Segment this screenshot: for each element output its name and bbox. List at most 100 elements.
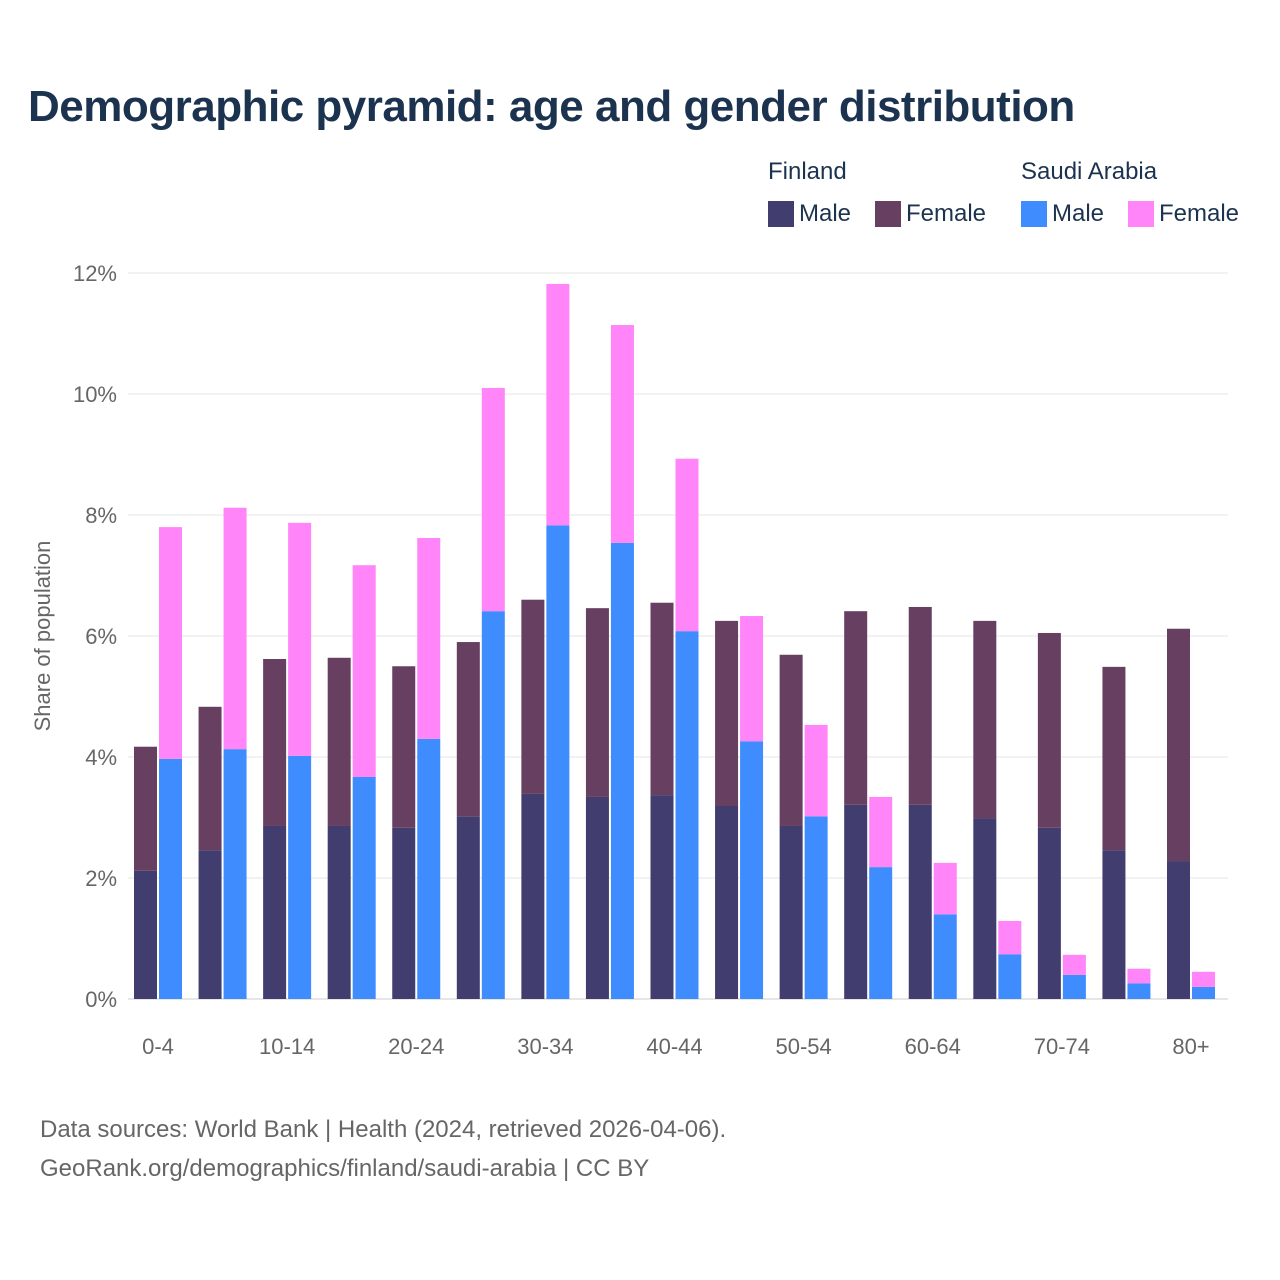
legend-label: Male	[1052, 200, 1105, 227]
bar-saudi-arabia-male	[610, 542, 634, 999]
bar-finland-female	[1102, 666, 1126, 851]
bar-finland-female	[973, 620, 997, 819]
bar-saudi-arabia-male	[869, 867, 893, 999]
x-tick-label: 0-4	[142, 1034, 174, 1059]
bar-saudi-arabia-female	[610, 325, 634, 543]
bar-saudi-arabia-female	[804, 724, 828, 817]
bar-finland-male	[198, 850, 222, 999]
bar-finland-female	[650, 602, 674, 796]
bar-finland-male	[715, 806, 739, 999]
x-tick-label: 10-14	[259, 1034, 315, 1059]
bar-finland-female	[1037, 632, 1061, 828]
legend-saudi-male[interactable]: Male	[1021, 200, 1104, 228]
bar-finland-male	[327, 825, 351, 999]
legend-label: Female	[1159, 200, 1240, 227]
y-tick-label: 2%	[85, 866, 117, 891]
bar-saudi-arabia-male	[1127, 983, 1151, 999]
bar-saudi-arabia-female	[481, 387, 505, 612]
bar-saudi-arabia-male	[417, 738, 441, 999]
x-tick-label: 80+	[1172, 1034, 1209, 1059]
bar-saudi-arabia-male	[804, 816, 828, 999]
bar-finland-female	[327, 657, 351, 826]
bar-finland-female	[263, 658, 287, 826]
bar-saudi-arabia-male	[288, 755, 312, 999]
y-tick-label: 8%	[85, 503, 117, 528]
bar-finland-male	[1167, 861, 1190, 999]
source-line-2: GeoRank.org/demographics/finland/saudi-a…	[40, 1155, 650, 1182]
y-tick-label: 0%	[85, 987, 117, 1012]
legend-group-finland: Finland	[768, 158, 847, 185]
bar-finland-male	[392, 827, 416, 999]
bar-saudi-arabia-male	[933, 914, 957, 999]
bar-saudi-arabia-female	[1062, 954, 1086, 975]
bar-saudi-arabia-female	[740, 616, 764, 742]
bar-saudi-arabia-female	[1127, 968, 1151, 984]
bar-finland-female	[908, 606, 932, 805]
legend-swatch	[1128, 201, 1154, 227]
x-tick-label: 40-44	[646, 1034, 702, 1059]
bar-finland-female	[198, 706, 222, 851]
bar-saudi-arabia-male	[1062, 974, 1086, 999]
bar-finland-male	[779, 825, 803, 999]
bar-saudi-arabia-female	[223, 507, 247, 750]
bar-saudi-arabia-male	[1192, 986, 1215, 999]
legend-swatch	[768, 201, 794, 227]
bar-saudi-arabia-male	[998, 954, 1022, 999]
bar-finland-male	[521, 793, 545, 999]
bar-finland-female	[134, 746, 157, 871]
x-tick-label: 60-64	[905, 1034, 961, 1059]
bar-finland-male	[456, 816, 480, 999]
legend-swatch	[875, 201, 901, 227]
bar-finland-male	[1037, 827, 1061, 999]
bar-saudi-arabia-female	[352, 565, 376, 777]
bar-finland-female	[1167, 628, 1190, 862]
legend-group-saudi-arabia: Saudi Arabia	[1021, 158, 1158, 185]
bar-saudi-arabia-male	[546, 525, 570, 999]
y-tick-label: 10%	[73, 382, 117, 407]
bar-saudi-arabia-female	[933, 862, 957, 915]
y-tick-label: 12%	[73, 261, 117, 286]
bar-finland-female	[779, 654, 803, 826]
bar-saudi-arabia-female	[159, 527, 182, 759]
bar-saudi-arabia-male	[223, 749, 247, 999]
legend-label: Female	[906, 200, 987, 227]
y-tick-label: 6%	[85, 624, 117, 649]
chart-title: Demographic pyramid: age and gender dist…	[28, 82, 1075, 131]
bar-saudi-arabia-female	[288, 522, 312, 756]
bar-finland-male	[973, 818, 997, 999]
legend-saudi-female[interactable]: Female	[1128, 200, 1239, 228]
source-line-1: Data sources: World Bank | Health (2024,…	[40, 1116, 727, 1143]
bar-saudi-arabia-female	[998, 920, 1022, 955]
legend-swatch	[1021, 201, 1047, 227]
bar-finland-male	[1102, 850, 1126, 999]
bar-finland-female	[585, 608, 609, 797]
bar-finland-male	[263, 825, 287, 999]
bar-finland-male	[650, 795, 674, 999]
x-tick-label: 50-54	[775, 1034, 831, 1059]
bar-finland-female	[844, 611, 868, 805]
legend-finland-male[interactable]: Male	[768, 200, 851, 228]
bar-saudi-arabia-male	[352, 776, 376, 999]
bar-saudi-arabia-male	[740, 741, 764, 999]
bar-finland-female	[456, 642, 480, 817]
bar-finland-female	[521, 599, 545, 794]
bar-finland-male	[585, 796, 609, 999]
bar-saudi-arabia-female	[1192, 971, 1215, 987]
bar-finland-female	[392, 666, 416, 828]
legend-finland-female[interactable]: Female	[875, 200, 986, 228]
bar-saudi-arabia-female	[869, 796, 893, 868]
bar-finland-male	[908, 804, 932, 999]
y-axis-label: Share of population	[30, 541, 55, 732]
x-tick-label: 20-24	[388, 1034, 444, 1059]
x-tick-label: 30-34	[517, 1034, 573, 1059]
bar-saudi-arabia-female	[546, 283, 570, 526]
y-tick-label: 4%	[85, 745, 117, 770]
bar-finland-male	[844, 804, 868, 999]
bar-saudi-arabia-female	[675, 458, 699, 632]
bar-saudi-arabia-female	[417, 537, 441, 739]
bar-finland-male	[134, 870, 157, 999]
legend-label: Male	[799, 200, 852, 227]
bar-finland-female	[715, 620, 739, 807]
bar-saudi-arabia-male	[159, 758, 182, 999]
